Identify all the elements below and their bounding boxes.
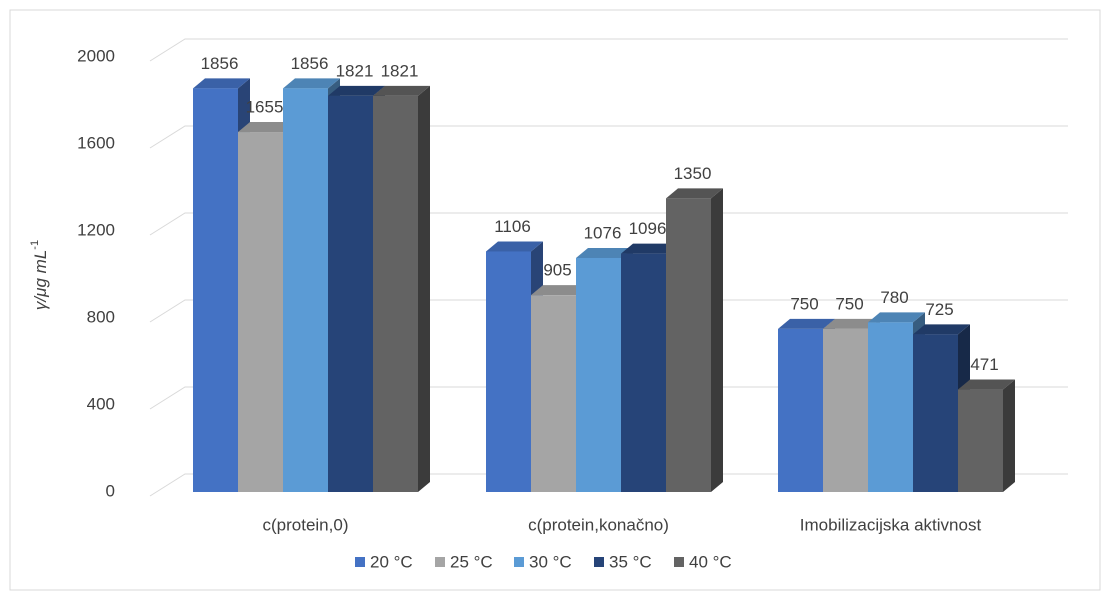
bar [666,198,711,492]
legend-label: 40 °C [689,552,732,571]
bar [373,95,418,493]
grid-line [149,299,1068,323]
y-tick-label: 0 [106,481,115,500]
bar [531,295,576,492]
x-tick-label: Imobilizacijska aktivnost [800,515,982,534]
bar [823,328,868,492]
bar-top [778,318,835,329]
data-label: 905 [543,261,571,280]
grid-line [149,473,1068,497]
bar-top [531,285,588,296]
bar [958,389,1003,492]
grid-line [149,38,1068,62]
bar [283,88,328,492]
data-label: 1076 [584,223,622,242]
data-label: 1856 [291,54,329,73]
bar-top [576,247,633,258]
legend-swatch [674,557,684,567]
data-label: 1821 [336,61,374,80]
bar-top [328,85,385,96]
grid-line [149,386,1068,410]
bar-top [486,241,543,252]
bar-3d [958,379,1015,492]
bar-top [621,243,678,254]
data-label: 1106 [494,217,531,236]
legend-swatch [514,557,524,567]
grid-line [149,212,1068,236]
data-label: 1096 [629,219,667,238]
bar [486,251,531,492]
data-label: 1856 [201,54,239,73]
x-tick-label: c(protein,0) [263,515,349,534]
x-tick-label: c(protein,konačno) [528,515,669,534]
bar [778,328,823,492]
bar [621,253,666,492]
y-tick-label: 400 [87,394,115,413]
data-label: 750 [835,294,863,313]
data-label: 750 [790,294,818,313]
bar-top [958,379,1015,390]
bar-top [283,78,340,89]
bar [328,95,373,493]
legend-swatch [594,557,604,567]
data-label: 1821 [381,61,419,80]
data-label: 725 [925,300,953,319]
bar-top [373,85,430,96]
legend-label: 30 °C [529,552,572,571]
bar-side [711,188,723,492]
data-label: 471 [970,355,998,374]
y-tick-label: 1600 [77,133,115,152]
legend-swatch [435,557,445,567]
bar [913,334,958,492]
legend-swatch [355,557,365,567]
y-axis-label: γ/μg mL-1 [29,240,51,310]
data-label: 1655 [246,98,284,117]
y-tick-label: 1200 [77,220,115,239]
bar [576,257,621,492]
bar-top [823,318,880,329]
bar-3d [666,188,723,492]
data-label: 780 [880,288,908,307]
legend-label: 20 °C [370,552,413,571]
y-axis-label-sup: -1 [29,240,41,250]
bar-3d [373,85,430,493]
bar [868,322,913,492]
bar-top [913,324,970,335]
bar-top [193,78,250,89]
legend-label: 25 °C [450,552,493,571]
data-label: 1350 [674,164,712,183]
bar-top [238,122,295,133]
y-tick-label: 2000 [77,46,115,65]
bar-side [1003,379,1015,492]
bar-top [666,188,723,199]
legend-label: 35 °C [609,552,652,571]
bar-top [868,312,925,323]
bar-side [418,85,430,493]
y-axis-label-text: γ/μg mL [31,250,50,310]
bar [193,88,238,492]
bar [238,132,283,492]
y-tick-label: 800 [87,307,115,326]
grid-line [149,125,1068,149]
